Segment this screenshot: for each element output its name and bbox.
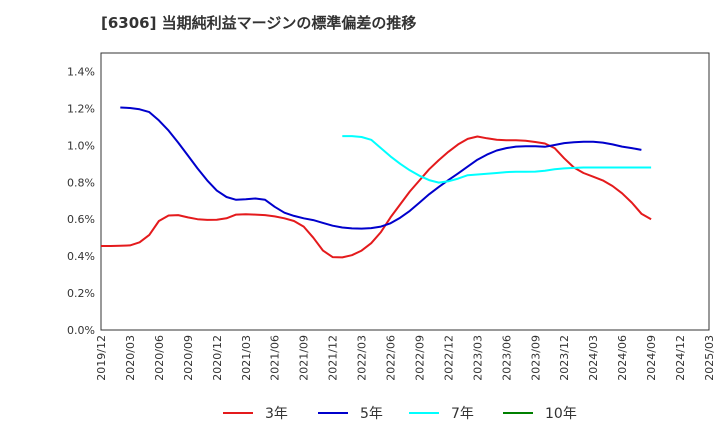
x-tick-label: 2024/09 <box>645 335 658 381</box>
x-tick-label: 2020/12 <box>211 335 224 381</box>
x-tick-label: 2021/12 <box>327 335 340 381</box>
x-tick-label: 2019/12 <box>95 335 108 381</box>
series-line-5年 <box>120 106 642 230</box>
legend-label: 10年 <box>545 406 577 422</box>
x-tick-label: 2020/06 <box>153 335 166 381</box>
chart-title: [6306] 当期純利益マージンの標準偏差の推移 <box>101 14 417 32</box>
plot-frame <box>100 52 710 331</box>
legend-label: 7年 <box>451 406 474 422</box>
y-tick-label: 0.6% <box>67 213 95 226</box>
y-tick-label: 1.2% <box>67 102 95 115</box>
x-tick-label: 2024/03 <box>587 335 600 381</box>
legend-label: 5年 <box>360 406 383 422</box>
x-axis: 2019/12 2020/03 2020/06 2020/09 2020/12 2021/… <box>95 335 716 381</box>
series-lines <box>101 106 652 259</box>
x-tick-label: 2021/09 <box>298 335 311 381</box>
x-tick-label: 2023/06 <box>500 335 513 381</box>
plot-border <box>100 52 710 331</box>
series-line-7年 <box>342 135 652 184</box>
y-tick-label: 1.4% <box>67 65 95 78</box>
x-tick-label: 2022/09 <box>413 335 426 381</box>
x-tick-label: 2024/06 <box>616 335 629 381</box>
x-tick-label: 2024/12 <box>674 335 687 381</box>
y-tick-label: 0.4% <box>67 250 95 263</box>
y-tick-label: 1.0% <box>67 139 95 152</box>
plot-background <box>101 53 709 330</box>
x-tick-label: 2022/03 <box>356 335 369 381</box>
legend-label: 3年 <box>265 406 288 422</box>
x-tick-label: 2021/06 <box>269 335 282 381</box>
x-tick-label: 2023/12 <box>558 335 571 381</box>
x-tick-label: 2020/09 <box>182 335 195 381</box>
x-tick-label: 2022/12 <box>442 335 455 381</box>
y-axis: 0.0% 0.2% 0.4% 0.6% 0.8% 1.0% 1.2% 1.4% <box>67 65 95 337</box>
x-tick-label: 2023/09 <box>529 335 542 381</box>
x-tick-label: 2020/03 <box>124 335 137 381</box>
x-tick-label: 2021/03 <box>240 335 253 381</box>
y-tick-label: 0.2% <box>67 287 95 300</box>
x-tick-label: 2023/03 <box>471 335 484 381</box>
x-tick-label: 2022/06 <box>385 335 398 381</box>
y-tick-label: 0.8% <box>67 176 95 189</box>
series-line-3年 <box>101 135 652 259</box>
legend: 3年 5年 7年 10年 <box>223 406 577 422</box>
x-tick-label: 2025/03 <box>703 335 716 381</box>
y-tick-label: 0.0% <box>67 324 95 337</box>
